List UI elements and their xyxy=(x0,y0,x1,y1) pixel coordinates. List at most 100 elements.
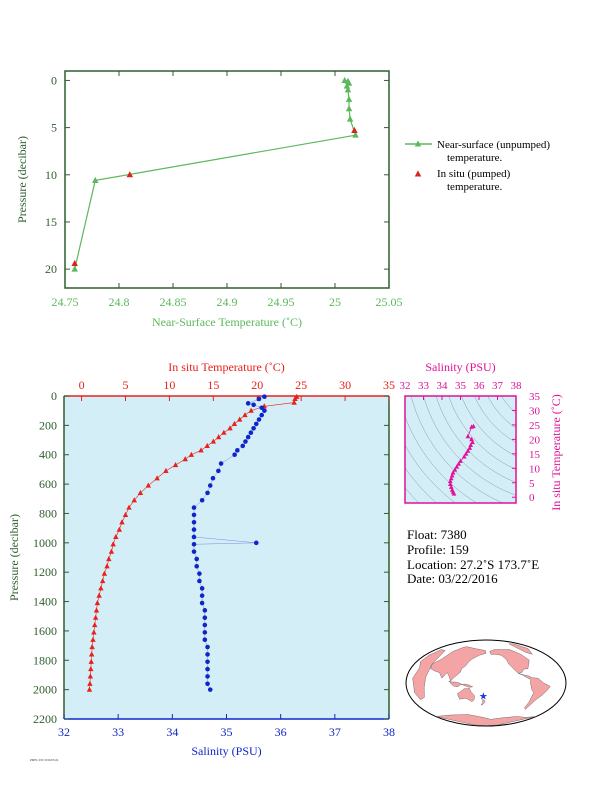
temp-tick-label: 5 xyxy=(122,378,128,392)
top-axis-label: In situ Temperature (˚C) xyxy=(168,360,285,374)
temp-tick-label: 10 xyxy=(163,378,175,392)
pressure-tick-label: 0 xyxy=(51,389,57,403)
ts-point xyxy=(456,461,461,466)
salinity-tick-label: 36 xyxy=(275,725,287,739)
temp-tick-label: 0 xyxy=(79,378,85,392)
y-tick-label: 15 xyxy=(45,215,57,229)
salinity-point xyxy=(205,681,210,687)
ts-x-tick-label: 38 xyxy=(511,380,523,392)
salinity-point xyxy=(245,401,251,406)
salinity-point xyxy=(191,549,197,554)
salinity-point xyxy=(202,615,208,620)
ts-point xyxy=(452,467,458,472)
temperature-point xyxy=(291,399,297,405)
temperature-point xyxy=(242,412,248,418)
temperature-point xyxy=(227,425,233,431)
ts-y-tick-label: 5 xyxy=(529,478,535,490)
pressure-tick-label: 2200 xyxy=(33,712,57,726)
temperature-point xyxy=(231,420,238,426)
temperature-point xyxy=(108,548,115,554)
temperature-point xyxy=(88,651,95,657)
temperature-point xyxy=(204,442,210,449)
temperature-point xyxy=(210,438,217,444)
salinity-point xyxy=(262,408,267,413)
temperature-point xyxy=(113,533,119,540)
y-tick-label: 0 xyxy=(51,73,57,87)
temperature-point xyxy=(91,629,97,635)
near-surface-chart: 24.75 24.8 24.85 24.9 24.95 25 25.05 0 5 10 15 20 Ne… xyxy=(15,70,550,329)
salinity-point xyxy=(205,674,210,679)
x-tick-label: 25.05 xyxy=(376,295,403,309)
float-location-star-icon: ★ xyxy=(479,691,488,702)
pressure-tick-label: 1000 xyxy=(33,536,57,550)
temperature-point xyxy=(88,666,94,672)
x-tick-label: 24.8 xyxy=(109,295,130,309)
temperature-point xyxy=(188,451,195,457)
legend-label-pumped: In situ (pumped) temperature. xyxy=(437,168,511,193)
ts-point xyxy=(458,458,463,463)
ts-background xyxy=(405,396,516,503)
ts-y-tick-label: 20 xyxy=(529,434,541,446)
date: Date: 03/22/2016 xyxy=(407,571,498,586)
profile-chart: 0 5 10 15 20 25 30 35 32 33 34 35 36 37 38 0 200 400 600 80… xyxy=(7,360,395,758)
salinity-point xyxy=(199,497,205,503)
x-tick-label: 25 xyxy=(329,295,341,309)
salinity-point xyxy=(199,586,205,591)
salinity-point xyxy=(202,622,208,628)
temperature-point xyxy=(106,555,112,562)
temperature-point xyxy=(126,504,132,510)
pressure-tick-label: 1400 xyxy=(33,595,57,609)
temperature-point xyxy=(86,686,93,692)
ts-diagram: 32 33 34 35 36 37 38 0 5 10 15 20 25 30 35 Salinity (PS… xyxy=(400,316,606,511)
land xyxy=(412,643,551,726)
ts-y-tick-label: 10 xyxy=(529,463,541,475)
salinity-point xyxy=(205,666,210,672)
temperature-point xyxy=(101,570,108,576)
salinity-point xyxy=(218,461,224,466)
salinity-point xyxy=(191,541,197,547)
salinity-point xyxy=(251,426,256,431)
salinity-point xyxy=(207,687,213,692)
density-contour xyxy=(526,316,606,396)
float-id: Float: 7380 xyxy=(407,527,467,542)
ts-x-tick-label: 33 xyxy=(418,380,430,392)
temperature-point xyxy=(145,482,152,488)
salinity-point xyxy=(207,483,213,488)
ts-y-tick-label: 15 xyxy=(529,449,541,461)
temperature-point xyxy=(93,607,100,613)
salinity-point xyxy=(256,417,262,422)
temperature-point xyxy=(236,416,243,422)
ts-y-tick-label: 0 xyxy=(529,492,535,504)
ts-point xyxy=(449,472,455,478)
footer-note: PMEL/UW 2016/03/24 xyxy=(30,758,59,762)
ts-point xyxy=(454,464,460,469)
ts-y-tick-label: 30 xyxy=(529,405,541,417)
profile-number: Profile: 159 xyxy=(407,542,469,557)
temperature-point xyxy=(99,577,106,584)
ts-y-tick-label: 35 xyxy=(529,391,541,403)
pressure-tick-label: 1600 xyxy=(33,624,57,638)
asia-land xyxy=(430,646,487,682)
temp-tick-label: 35 xyxy=(383,378,395,392)
salinity-point xyxy=(202,608,208,613)
temperature-point xyxy=(110,541,116,547)
point-unpumped xyxy=(92,176,99,183)
ts-point xyxy=(450,470,456,475)
point-unpumped xyxy=(352,131,359,138)
plot-frame xyxy=(64,70,390,289)
salinity-tick-label: 34 xyxy=(166,725,178,739)
salinity-point xyxy=(232,452,237,458)
legend: Near-surface (unpumped) temperature. In si… xyxy=(405,139,550,193)
salinity-point xyxy=(259,412,265,418)
salinity-point xyxy=(202,630,208,635)
ts-point xyxy=(448,475,454,481)
ts-point xyxy=(461,454,467,459)
temperature-point xyxy=(131,497,137,503)
point-unpumped xyxy=(345,95,353,102)
ts-y-tick-label: 25 xyxy=(529,420,541,432)
temperature-point xyxy=(292,395,298,402)
temperature-point xyxy=(89,644,95,650)
temperature-point xyxy=(92,622,98,628)
salinity-point xyxy=(256,396,262,402)
